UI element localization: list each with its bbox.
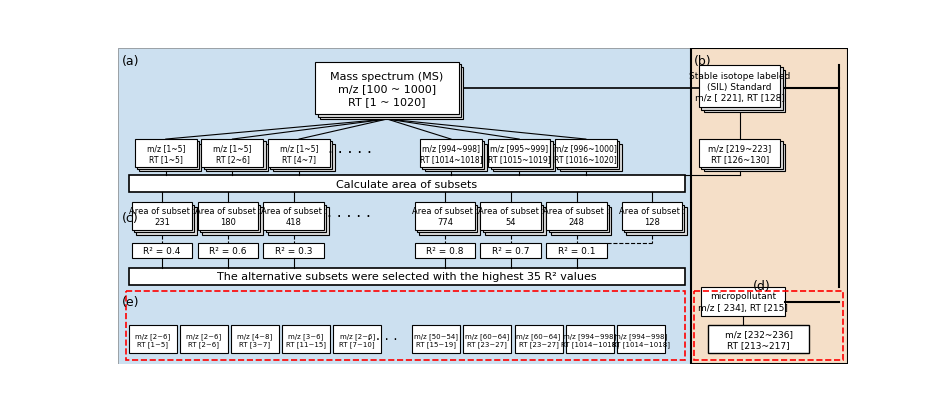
Bar xyxy=(118,49,691,364)
Bar xyxy=(129,176,685,193)
Text: Area of subset :
231: Area of subset : 231 xyxy=(129,207,195,227)
Text: m/z [232~236]
RT [213~217]: m/z [232~236] RT [213~217] xyxy=(724,329,792,349)
Bar xyxy=(273,144,334,172)
Bar xyxy=(268,140,330,167)
Text: Area of subset :
54: Area of subset : 54 xyxy=(478,207,544,227)
Bar xyxy=(557,142,619,170)
Text: Area of subset :
418: Area of subset : 418 xyxy=(261,207,327,227)
Bar xyxy=(566,326,614,353)
Bar xyxy=(125,291,685,360)
Text: micropollutant
m/z [ 234], RT [215]: micropollutant m/z [ 234], RT [215] xyxy=(698,292,788,312)
Text: (c): (c) xyxy=(122,212,138,225)
Bar xyxy=(316,63,459,115)
Text: (d): (d) xyxy=(754,279,771,292)
Bar xyxy=(463,326,512,353)
Bar xyxy=(203,207,263,235)
Bar xyxy=(546,203,607,230)
Bar xyxy=(180,326,228,353)
Bar xyxy=(425,144,487,172)
Bar xyxy=(702,68,783,110)
Bar xyxy=(704,144,785,172)
Text: · · · ·: · · · · xyxy=(367,333,398,346)
Text: m/z [1~5]
RT [4~7]: m/z [1~5] RT [4~7] xyxy=(280,144,318,164)
Text: m/z [219~223]
RT [126~130]: m/z [219~223] RT [126~130] xyxy=(708,144,771,164)
Text: m/z [60~64]
RT [23~27]: m/z [60~64] RT [23~27] xyxy=(465,332,510,347)
Bar xyxy=(488,140,550,167)
Bar xyxy=(413,326,461,353)
Bar xyxy=(198,243,258,259)
Bar xyxy=(708,326,809,353)
Bar xyxy=(414,243,475,259)
Text: m/z [3~6]
RT [11~15]: m/z [3~6] RT [11~15] xyxy=(286,332,326,347)
Text: (a): (a) xyxy=(122,55,139,68)
Text: R² = 0.7: R² = 0.7 xyxy=(492,247,529,256)
Bar xyxy=(555,140,617,167)
Bar xyxy=(624,205,684,233)
Bar xyxy=(414,203,475,230)
Bar xyxy=(622,203,682,230)
Text: m/z [4~8]
RT [3~7]: m/z [4~8] RT [3~7] xyxy=(237,332,272,347)
Bar xyxy=(206,144,268,172)
Bar xyxy=(333,326,382,353)
Text: R² = 0.6: R² = 0.6 xyxy=(209,247,247,256)
Bar xyxy=(138,142,199,170)
Text: Area of subset :
248: Area of subset : 248 xyxy=(544,207,609,227)
Bar xyxy=(264,203,324,230)
Bar xyxy=(480,243,541,259)
Bar xyxy=(270,142,333,170)
Bar xyxy=(422,142,484,170)
Text: m/z [60~64]
RT [23~27]: m/z [60~64] RT [23~27] xyxy=(516,332,560,347)
Bar xyxy=(317,65,461,117)
Text: m/z [996~1000]
RT [1016~1020]: m/z [996~1000] RT [1016~1020] xyxy=(555,144,617,164)
Bar xyxy=(491,142,553,170)
Text: The alternative subsets were selected with the highest 35 R² values: The alternative subsets were selected wi… xyxy=(217,272,596,281)
Bar xyxy=(702,142,783,170)
Bar xyxy=(266,205,326,233)
Text: m/z [1~5]
RT [1~5]: m/z [1~5] RT [1~5] xyxy=(147,144,185,164)
Bar xyxy=(135,140,197,167)
Bar xyxy=(514,326,562,353)
Text: m/z [2~6]
RT [7~10]: m/z [2~6] RT [7~10] xyxy=(339,332,375,347)
Bar xyxy=(129,268,685,285)
Text: Calculate area of subsets: Calculate area of subsets xyxy=(336,179,478,189)
Bar xyxy=(480,203,541,230)
Bar xyxy=(699,140,780,167)
Bar xyxy=(203,142,266,170)
Text: m/z [994~998]
RT [1014~1018]: m/z [994~998] RT [1014~1018] xyxy=(560,332,619,347)
Text: R² = 0.1: R² = 0.1 xyxy=(558,247,595,256)
Bar xyxy=(493,144,555,172)
Text: Stable isotope labeled
(SIL) Standard
m/z [ 221], RT [128]: Stable isotope labeled (SIL) Standard m/… xyxy=(689,72,790,103)
Text: m/z [994~998]
RT [1014~1018]: m/z [994~998] RT [1014~1018] xyxy=(612,332,670,347)
Bar xyxy=(118,49,691,364)
Bar xyxy=(198,203,258,230)
Bar xyxy=(548,205,609,233)
Bar xyxy=(132,203,192,230)
Text: (b): (b) xyxy=(693,55,711,68)
Bar xyxy=(699,66,780,108)
Text: · · · · ·: · · · · · xyxy=(327,209,370,224)
Bar xyxy=(129,326,177,353)
Bar xyxy=(704,71,785,113)
Text: R² = 0.4: R² = 0.4 xyxy=(143,247,181,256)
Bar xyxy=(417,205,478,233)
Text: (e): (e) xyxy=(122,295,139,308)
Bar xyxy=(702,287,785,317)
Text: Area of subset :
180: Area of subset : 180 xyxy=(195,207,261,227)
Text: m/z [50~54]
RT [15~19]: m/z [50~54] RT [15~19] xyxy=(414,332,458,347)
Bar xyxy=(231,326,279,353)
Bar xyxy=(134,205,194,233)
Bar xyxy=(200,205,260,233)
Bar xyxy=(137,207,197,235)
Text: Area of subset :
128: Area of subset : 128 xyxy=(619,207,685,227)
Bar xyxy=(626,207,687,235)
Bar xyxy=(546,243,607,259)
Bar xyxy=(483,205,544,233)
Bar xyxy=(132,243,192,259)
Text: Area of subset :
774: Area of subset : 774 xyxy=(412,207,478,227)
Bar xyxy=(691,49,848,364)
Bar xyxy=(617,326,665,353)
Bar xyxy=(419,207,479,235)
Text: R² = 0.8: R² = 0.8 xyxy=(426,247,463,256)
Bar xyxy=(420,140,482,167)
Text: m/z [994~998]
RT [1014~1018]: m/z [994~998] RT [1014~1018] xyxy=(420,144,482,164)
